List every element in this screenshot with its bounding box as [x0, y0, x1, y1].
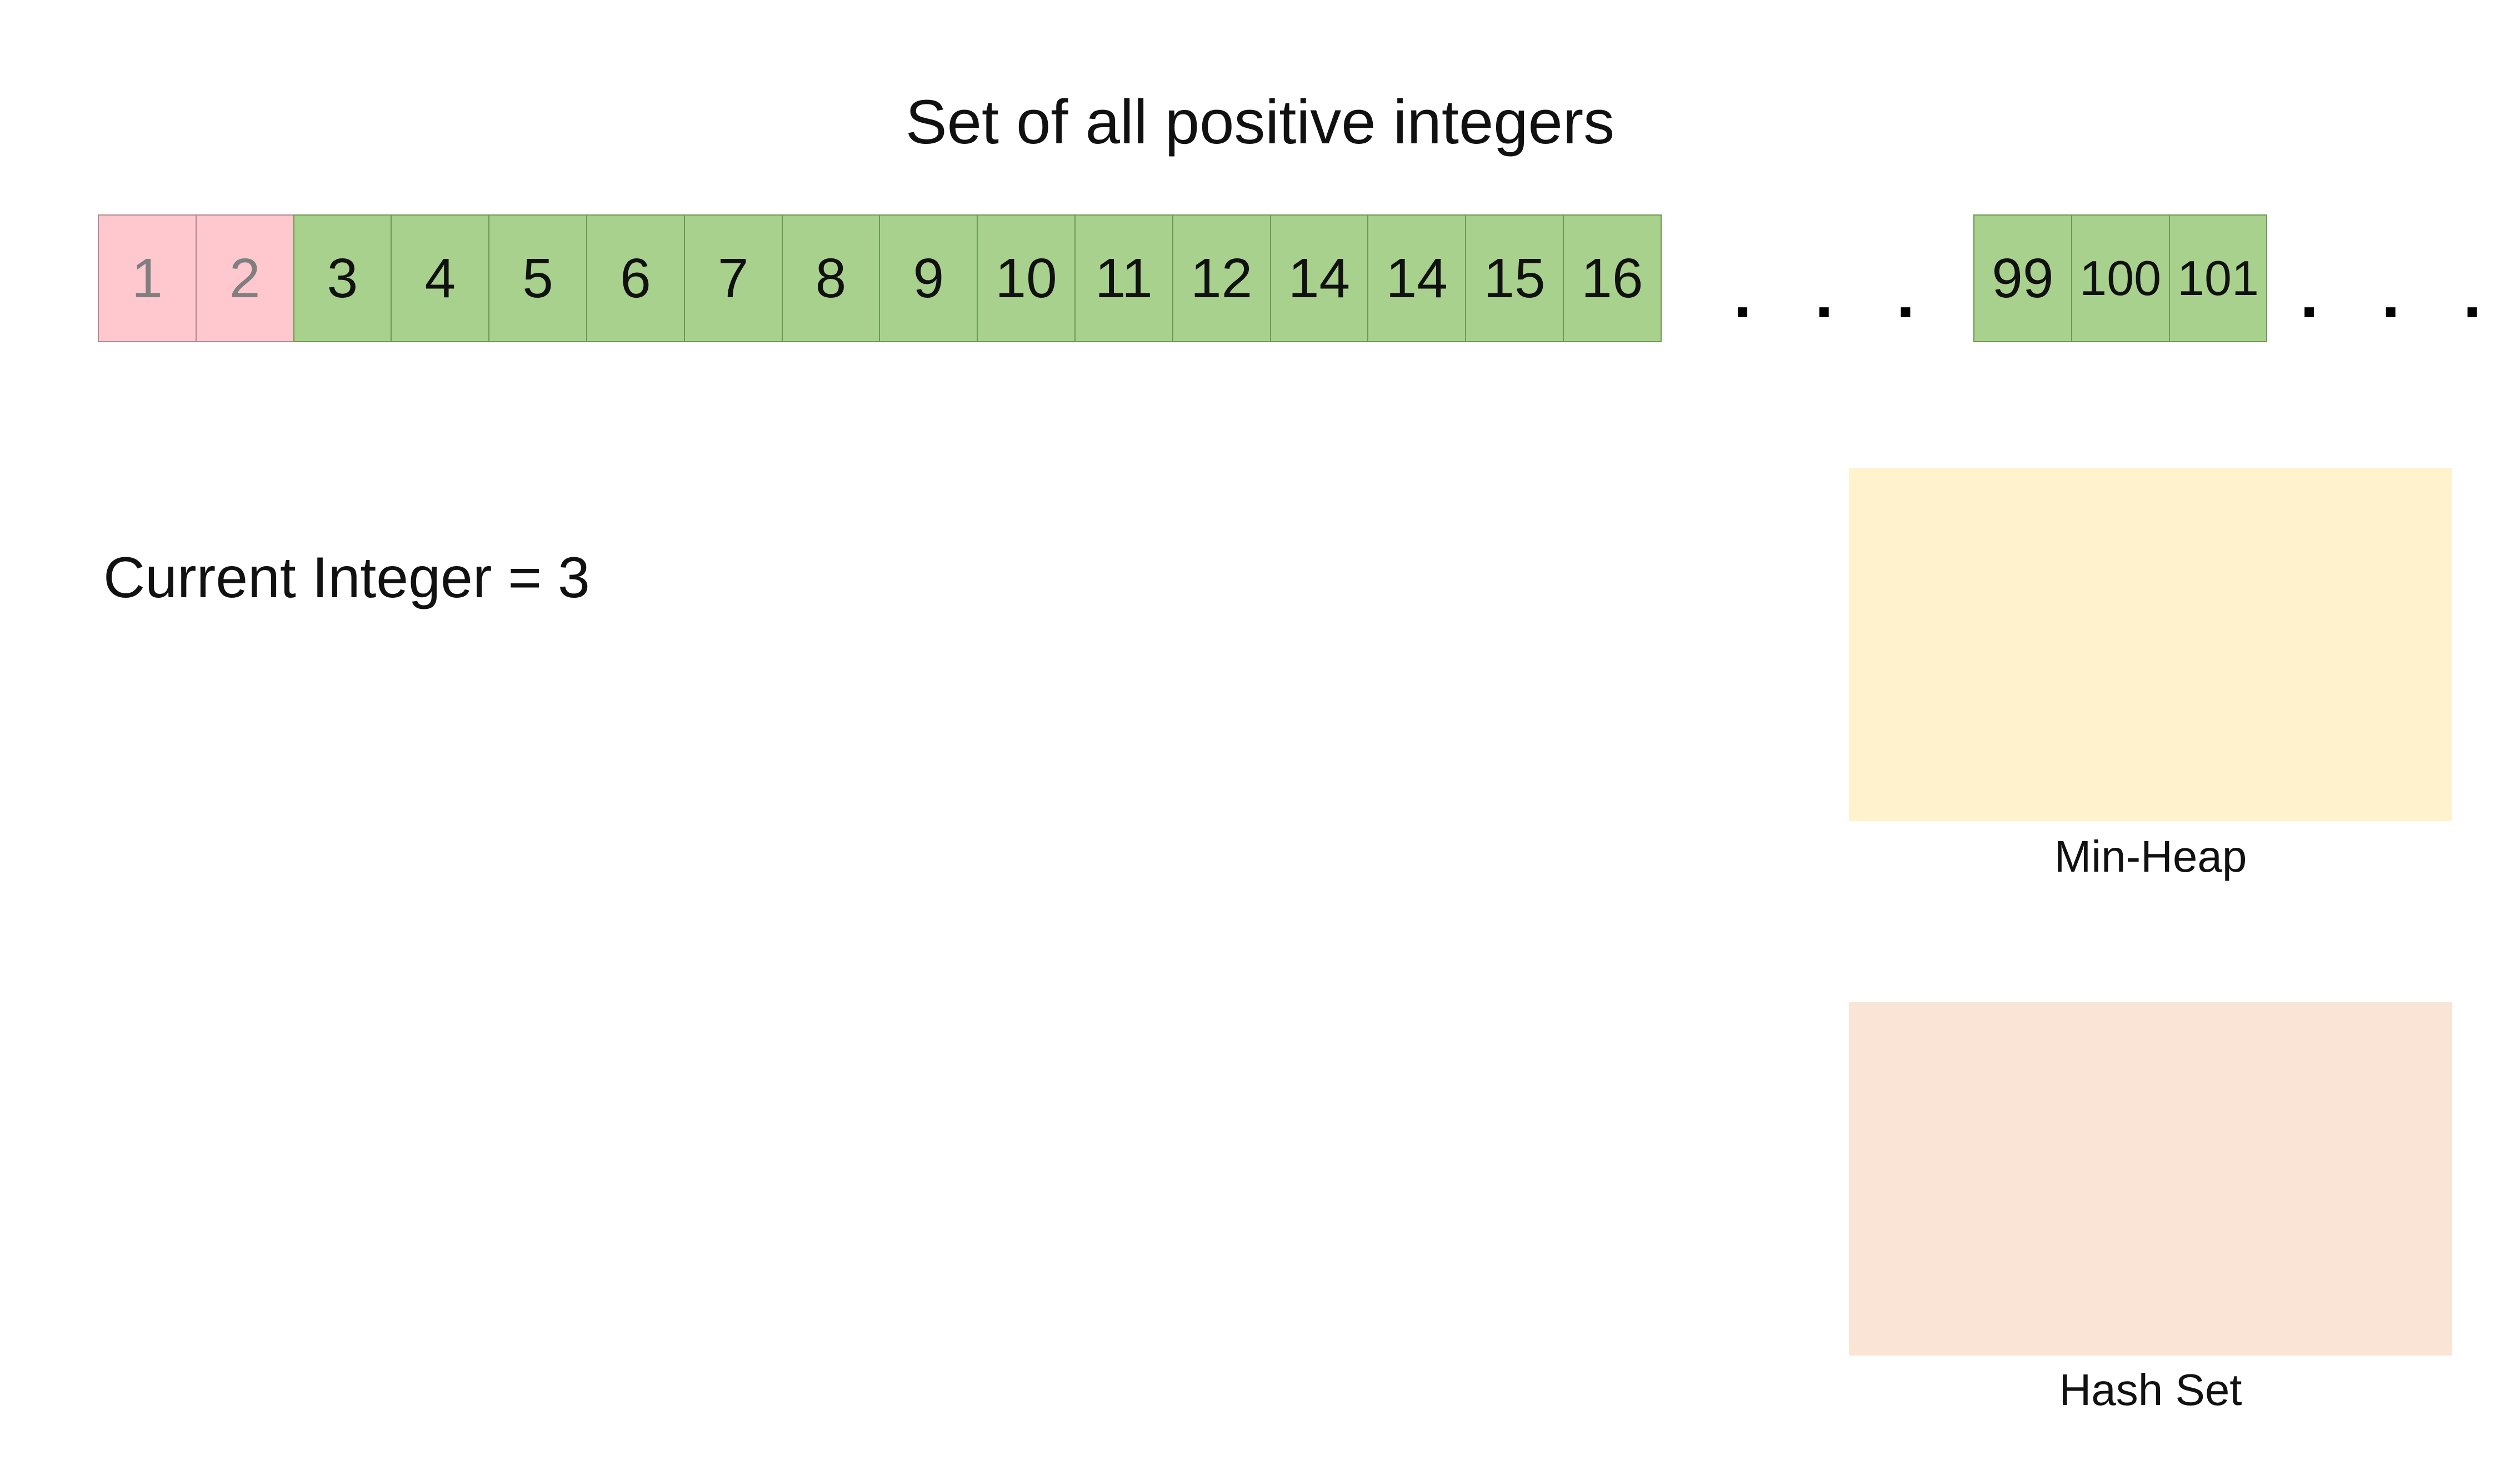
current-integer-label: Current Integer = 3 [103, 546, 590, 610]
ellipsis-middle: . . . . [1733, 257, 2019, 332]
integer-cell: 12 [1172, 214, 1271, 342]
integer-cell: 14 [1367, 214, 1467, 342]
integer-row-main: 1 2 3 4 5 6 7 8 9 10 11 12 14 14 15 16 [98, 214, 1662, 342]
integer-cell: 101 [2168, 214, 2268, 342]
min-heap-box [1849, 468, 2452, 821]
integer-cell: 10 [977, 214, 1076, 342]
integer-cell: 11 [1074, 214, 1173, 342]
integer-cell: 7 [683, 214, 783, 342]
integer-cell: 15 [1465, 214, 1564, 342]
min-heap-label: Min-Heap [2054, 832, 2247, 881]
integer-cell: 3 [293, 214, 392, 342]
integer-cell: 9 [879, 214, 978, 342]
integer-cell: 6 [586, 214, 685, 342]
integer-cell-removed: 1 [98, 214, 197, 342]
integer-row-tail: 99 100 101 [1973, 214, 2268, 342]
hash-set-box [1849, 1002, 2452, 1356]
integer-cell: 99 [1973, 214, 2072, 342]
hash-set-label: Hash Set [2059, 1365, 2242, 1414]
integer-cell: 100 [2071, 214, 2170, 342]
integer-cell: 5 [488, 214, 587, 342]
integer-cell-removed: 2 [195, 214, 294, 342]
integer-cell: 16 [1562, 214, 1662, 342]
diagram-title: Set of all positive integers [905, 87, 1615, 157]
ellipsis-end: . . . [2300, 257, 2504, 332]
integer-cell: 8 [781, 214, 881, 342]
integer-cell: 14 [1269, 214, 1369, 342]
integer-cell: 4 [391, 214, 490, 342]
